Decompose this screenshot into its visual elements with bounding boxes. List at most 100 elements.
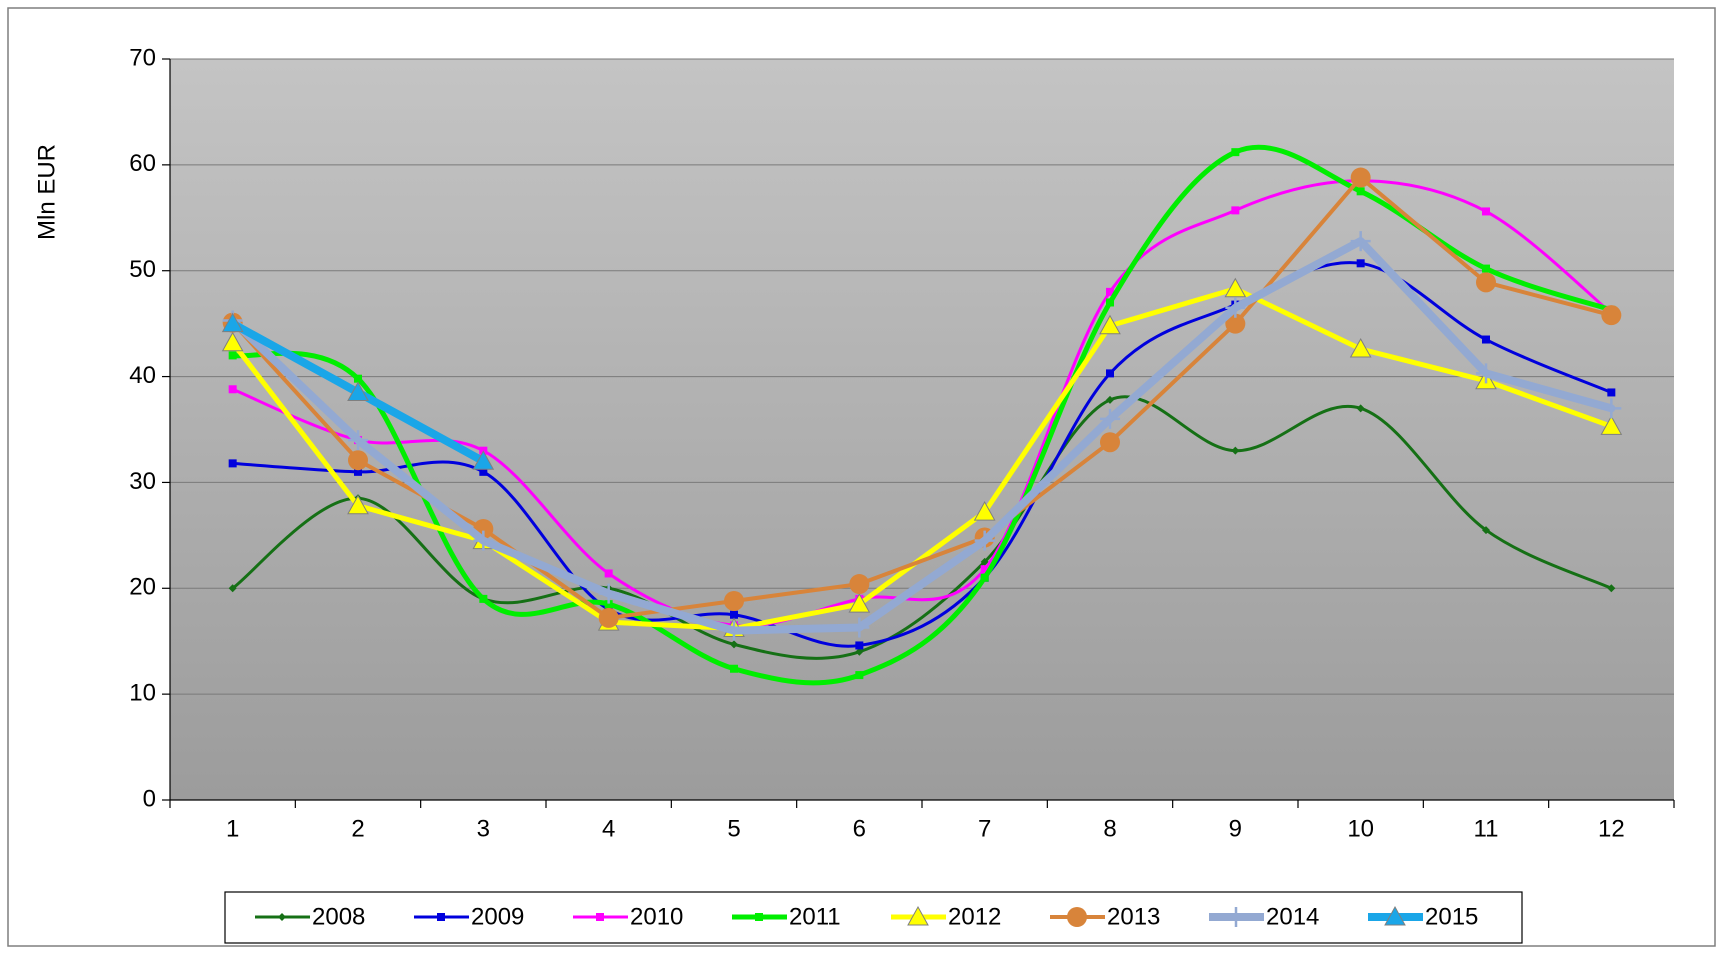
data-point	[354, 467, 362, 476]
data-point	[228, 351, 237, 360]
data-point	[472, 450, 495, 470]
legend-label: 2009	[471, 903, 524, 930]
y-tick-label: 0	[143, 785, 156, 812]
data-point	[855, 671, 864, 680]
data-point	[980, 557, 989, 566]
series-line	[231, 395, 1613, 660]
data-point	[1356, 259, 1365, 268]
y-tick-label: 20	[129, 574, 156, 601]
series-line	[228, 237, 1616, 635]
data-point	[849, 574, 870, 595]
data-point	[980, 565, 989, 574]
legend-label: 2013	[1107, 903, 1160, 930]
data-point	[1231, 446, 1240, 455]
legend-marker	[1384, 905, 1406, 926]
legend-label: 2015	[1425, 903, 1478, 930]
series-line	[230, 175, 1614, 620]
data-point	[221, 331, 244, 352]
data-point	[1607, 584, 1616, 593]
y-tick-label: 50	[129, 256, 156, 283]
data-point	[348, 450, 368, 471]
data-point	[1106, 287, 1114, 296]
data-point	[1225, 297, 1246, 318]
data-point	[598, 607, 619, 628]
data-point	[1601, 398, 1622, 419]
legend-label: 2014	[1266, 903, 1319, 930]
data-point	[1349, 338, 1372, 358]
series-line	[230, 286, 1614, 632]
data-point	[980, 573, 989, 582]
data-point	[1224, 277, 1247, 298]
legend-label: 2008	[312, 903, 365, 930]
plot-area	[170, 59, 1674, 800]
x-tick-label: 6	[853, 815, 866, 842]
y-tick-label: 60	[129, 150, 156, 177]
data-point	[1106, 369, 1114, 378]
legend-label: 2010	[630, 903, 683, 930]
data-point	[1225, 313, 1246, 334]
x-tick-label: 10	[1347, 815, 1374, 842]
legend-marker	[755, 913, 763, 921]
legend-marker	[278, 913, 286, 921]
x-tick-label: 5	[727, 815, 740, 842]
data-point	[730, 640, 738, 649]
data-point	[1350, 167, 1371, 188]
x-tick-label: 1	[226, 815, 239, 842]
x-tick-label: 4	[602, 815, 615, 842]
data-point	[347, 381, 369, 401]
data-point	[855, 647, 864, 656]
data-point	[347, 494, 369, 515]
data-point	[1350, 231, 1371, 252]
data-point	[848, 593, 871, 613]
data-point	[1482, 207, 1490, 216]
data-point	[228, 385, 237, 394]
legend-marker	[1067, 907, 1087, 927]
y-tick-label: 10	[129, 679, 156, 706]
legend-marker	[907, 905, 929, 926]
data-point	[974, 530, 995, 551]
legend-marker	[1226, 907, 1246, 927]
data-point	[973, 501, 996, 521]
data-point	[730, 664, 738, 673]
data-point	[1600, 415, 1623, 435]
data-point	[1100, 408, 1120, 429]
data-point	[479, 467, 488, 476]
data-point	[855, 641, 864, 650]
data-point	[724, 620, 744, 641]
x-tick-label: 7	[978, 815, 991, 842]
y-tick-label: 30	[129, 468, 156, 495]
data-point	[604, 569, 613, 578]
data-point	[1607, 388, 1616, 397]
data-point	[479, 594, 488, 603]
data-point	[1356, 187, 1365, 196]
x-tick-label: 11	[1474, 815, 1499, 842]
data-point	[354, 374, 362, 383]
x-tick-label: 12	[1598, 815, 1625, 842]
data-point	[1106, 395, 1114, 404]
data-point	[730, 610, 738, 619]
data-point	[1231, 148, 1240, 157]
data-point	[1100, 432, 1120, 453]
legend-marker	[437, 913, 445, 921]
legend-label: 2012	[948, 903, 1001, 930]
data-point	[221, 312, 244, 333]
y-tick-label: 40	[129, 362, 156, 389]
data-point	[228, 459, 237, 468]
data-point	[1356, 404, 1365, 413]
data-point	[1482, 526, 1490, 535]
x-tick-label: 2	[351, 815, 364, 842]
data-point	[1106, 298, 1114, 307]
data-point	[348, 430, 368, 451]
x-tick-label: 3	[477, 815, 490, 842]
data-point	[598, 583, 619, 604]
legend-marker	[596, 913, 604, 921]
y-axis-label: Mln EUR	[33, 144, 60, 240]
legend-label: 2011	[789, 903, 841, 930]
x-tick-label: 9	[1229, 815, 1242, 842]
data-point	[849, 617, 870, 638]
x-tick-label: 8	[1103, 815, 1116, 842]
data-point	[724, 590, 744, 611]
data-point	[1099, 314, 1121, 335]
y-tick-label: 70	[129, 44, 156, 71]
